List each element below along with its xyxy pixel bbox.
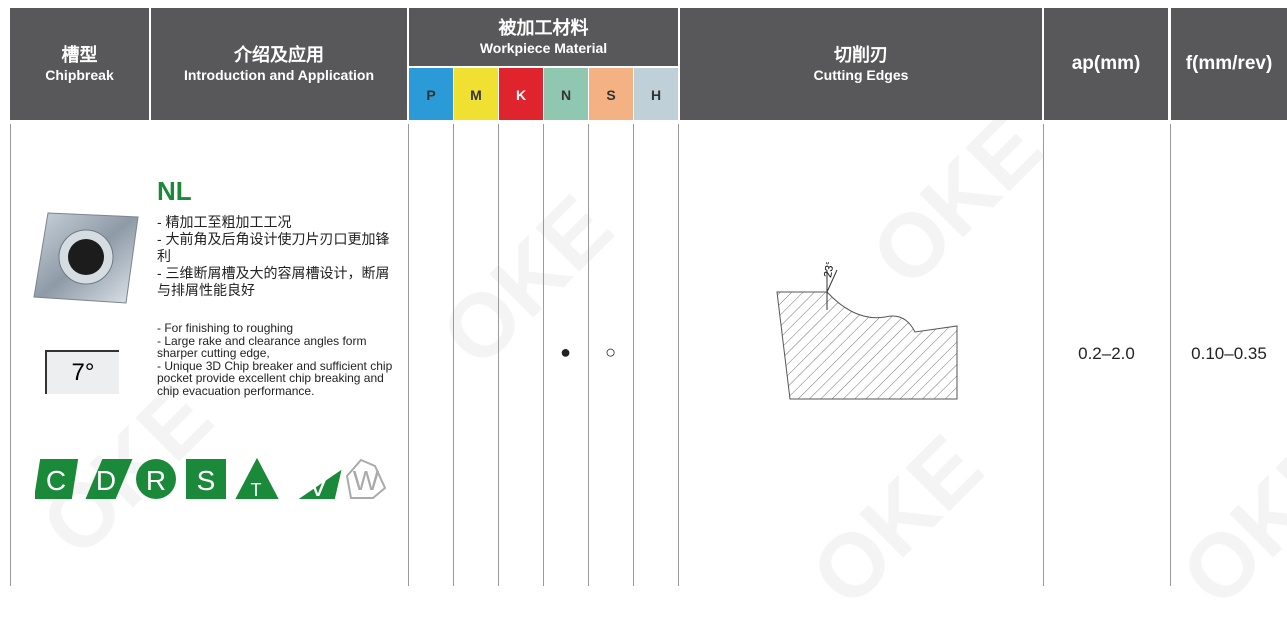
ap-value: 0.2–2.0 (1078, 344, 1135, 363)
header-en: Workpiece Material (479, 40, 608, 56)
border (588, 124, 589, 586)
f-value: 0.10–0.35 (1191, 344, 1267, 363)
shape-letter: T (251, 480, 262, 500)
header-cell: 槽型 Chipbreak (10, 8, 149, 120)
header-cell: 切削刃 Cutting Edges (680, 8, 1042, 120)
zh-item: - 大前角及后角设计使刀片刃口更加锋利 (157, 231, 390, 264)
header-en: Introduction and Application (183, 67, 375, 83)
header-zh: 切削刃 (834, 45, 888, 65)
shape-outline (136, 459, 176, 499)
border (10, 124, 11, 586)
watermark: OKE (1162, 416, 1287, 627)
grade-cell: M (454, 68, 498, 120)
border (678, 124, 679, 586)
en-item: - Unique 3D Chip breaker and sufficient … (157, 358, 393, 398)
shape-letter: D (96, 465, 116, 496)
shape-outline (298, 469, 342, 499)
en-item: - For finishing to roughing (157, 321, 294, 335)
grade-cell: N (544, 68, 588, 120)
shape-letter: W (353, 465, 380, 496)
border (543, 124, 544, 586)
edge-angle: 23° (822, 262, 837, 279)
shape-outline (345, 458, 387, 499)
grade-cell: P (409, 68, 453, 120)
shape-letter: C (46, 465, 66, 496)
material-mark: ● (560, 342, 571, 362)
header-cell: 被加工材料 Workpiece Material (409, 8, 678, 66)
header-zh: 介绍及应用 (234, 45, 324, 65)
angle-box: 7° (45, 350, 119, 394)
insert-image (33, 212, 139, 304)
grade-cell: H (634, 68, 678, 120)
shape-outline (235, 458, 279, 499)
chipbreaker-name: NL (157, 176, 192, 206)
header-en: Chipbreak (45, 67, 114, 83)
header-zh: 槽型 (61, 45, 98, 65)
shape-outline (35, 459, 79, 499)
grade-cell: K (499, 68, 543, 120)
border (1170, 124, 1171, 586)
shape-outline (85, 459, 133, 499)
border (453, 124, 454, 586)
watermark: OKE (792, 416, 1003, 627)
header-cell: 介绍及应用 Introduction and Application (151, 8, 407, 120)
material-mark: ○ (605, 342, 616, 362)
en-list: - For finishing to roughing - Large rake … (157, 322, 397, 397)
en-item: - Large rake and clearance angles form s… (157, 333, 367, 360)
cutting-edge-diagram: 23° (776, 262, 958, 400)
shape-letter: V (309, 471, 328, 502)
shape-letter: R (146, 465, 166, 496)
header-en: Cutting Edges (813, 67, 909, 83)
header-cell: ap(mm) (1044, 8, 1168, 120)
header-cell: f(mm/rev) (1171, 8, 1287, 120)
zh-item: - 三维断屑槽及大的容屑槽设计，断屑与排屑性能良好 (157, 265, 390, 298)
border (498, 124, 499, 586)
border (633, 124, 634, 586)
border (1043, 124, 1044, 586)
border (408, 124, 409, 586)
grade-cell: S (589, 68, 633, 120)
header-zh: 被加工材料 (498, 18, 589, 38)
shape-outline (186, 459, 226, 499)
zh-list: - 精加工至粗加工工况 - 大前角及后角设计使刀片刃口更加锋利 - 三维断屑槽及大的… (157, 214, 397, 299)
page: OKE OKE OKE OKE OKE 槽型 Chipbreak 介绍及应用 I… (10, 8, 1287, 626)
shape-letter: S (197, 465, 216, 496)
zh-item: - 精加工至粗加工工况 (157, 214, 292, 230)
